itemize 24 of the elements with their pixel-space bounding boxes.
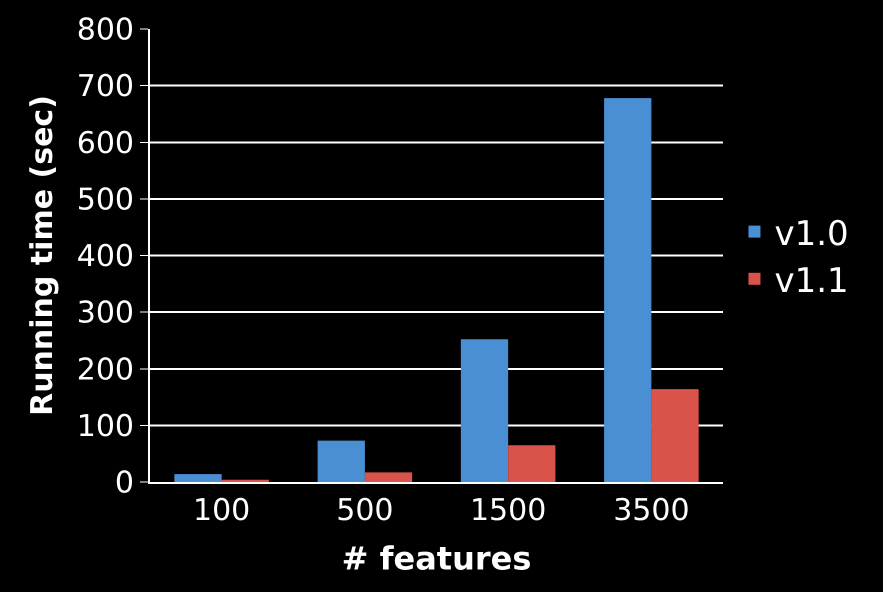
x-tick-label: 1500: [470, 493, 546, 528]
y-tick-label: 0: [114, 466, 134, 500]
legend-label: v1.1: [774, 261, 849, 302]
y-tick-label: 700: [76, 69, 134, 104]
bar: [364, 472, 412, 482]
y-tick-label: 200: [76, 352, 134, 388]
y-tick-label: 100: [76, 408, 134, 444]
bar: [460, 339, 508, 482]
y-tick-label: 800: [76, 12, 134, 48]
y-tick-label: 600: [76, 126, 134, 161]
y-tick-label: 500: [76, 182, 134, 218]
x-axis-title: # features: [342, 539, 532, 578]
y-tick-label: 300: [76, 296, 134, 331]
bar: [174, 474, 222, 482]
x-tick-label: 500: [336, 493, 394, 528]
bar: [508, 445, 556, 482]
x-tick-label: 100: [192, 493, 250, 528]
x-tick-label: 3500: [613, 493, 690, 528]
legend-label: v1.0: [774, 214, 849, 254]
bar: [318, 440, 365, 482]
bar: [651, 389, 699, 482]
y-tick-label: 400: [76, 239, 134, 274]
y-axis-title: Running time (sec): [25, 95, 60, 416]
bar: [604, 98, 652, 482]
